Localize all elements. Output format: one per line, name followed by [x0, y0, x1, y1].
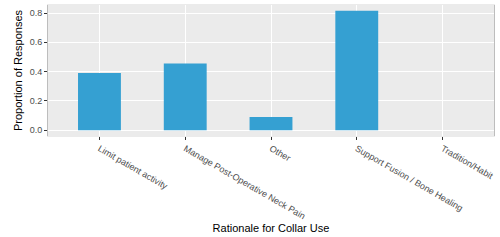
svg-text:0.6: 0.6: [30, 37, 43, 47]
svg-text:Other: Other: [268, 143, 292, 163]
svg-text:0.4: 0.4: [30, 67, 43, 77]
svg-text:Rationale for Collar Use: Rationale for Collar Use: [213, 222, 330, 234]
svg-text:Proportion of Responses: Proportion of Responses: [12, 9, 24, 131]
svg-text:Limit patient activity: Limit patient activity: [96, 143, 169, 191]
svg-text:Tradition/Habit: Tradition/Habit: [439, 143, 495, 181]
svg-text:Support Fusion / Bone Healing: Support Fusion / Bone Healing: [354, 143, 465, 213]
svg-text:Manage Post-Operative Neck Pai: Manage Post-Operative Neck Pain: [182, 143, 307, 221]
svg-text:0.8: 0.8: [30, 8, 43, 18]
svg-text:0.0: 0.0: [30, 125, 43, 135]
svg-text:0.2: 0.2: [30, 96, 43, 106]
